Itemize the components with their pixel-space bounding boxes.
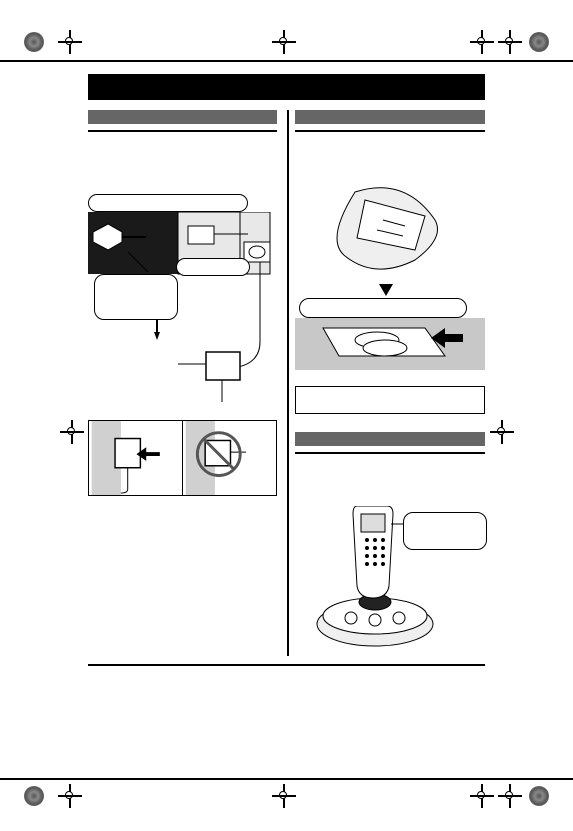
left-section-title-bar: [88, 110, 277, 124]
column-divider: [287, 110, 289, 656]
dc-plug-label: [88, 194, 248, 212]
battery-note-frame: [295, 386, 485, 414]
crop-mark-top-3: [470, 30, 494, 54]
charging-illustration: [295, 506, 485, 656]
chapter-header-bar: [88, 74, 485, 100]
crop-mark-bottom-4: [498, 784, 522, 808]
adapter-correct-panel: [89, 421, 183, 495]
adapter-orientation-panels: [88, 420, 277, 496]
crop-mark-top-2: [272, 30, 296, 54]
adapter-wrong-panel: [183, 421, 276, 495]
crop-mark-top-4: [498, 30, 522, 54]
registration-top-left: [24, 32, 44, 52]
crop-mark-top-1: [58, 30, 82, 54]
phone-plug-label: [176, 258, 250, 276]
crop-mark-bottom-1: [58, 784, 82, 808]
right-section2-rule: [295, 452, 485, 454]
ac-adapter-icon: [178, 352, 240, 402]
right-section2-bar: [295, 432, 485, 446]
right-section1-bar: [295, 110, 485, 124]
right-column: [295, 110, 485, 656]
connection-callout: [94, 274, 178, 320]
right-section1-rule: [295, 130, 485, 132]
handset-back-icon: [337, 188, 438, 269]
page-body: [0, 60, 573, 780]
two-column-layout: [88, 110, 485, 656]
down-arrow-icon: [154, 320, 160, 340]
battery-insert-icon: [323, 328, 463, 356]
battery-install-illustration: [295, 180, 485, 380]
registration-top-right: [529, 32, 549, 52]
page-footer-rule: [88, 664, 485, 666]
left-column: [88, 110, 277, 656]
down-arrow-icon: [379, 284, 393, 298]
left-section-rule: [88, 130, 277, 132]
battery-cover-label: [299, 298, 467, 318]
registration-bottom-right: [529, 786, 549, 806]
charging-callout: [403, 512, 487, 550]
registration-bottom-left: [24, 786, 44, 806]
crop-mark-bottom-3: [470, 784, 494, 808]
base-connection-illustration: [88, 200, 277, 420]
crop-mark-bottom-2: [272, 784, 296, 808]
